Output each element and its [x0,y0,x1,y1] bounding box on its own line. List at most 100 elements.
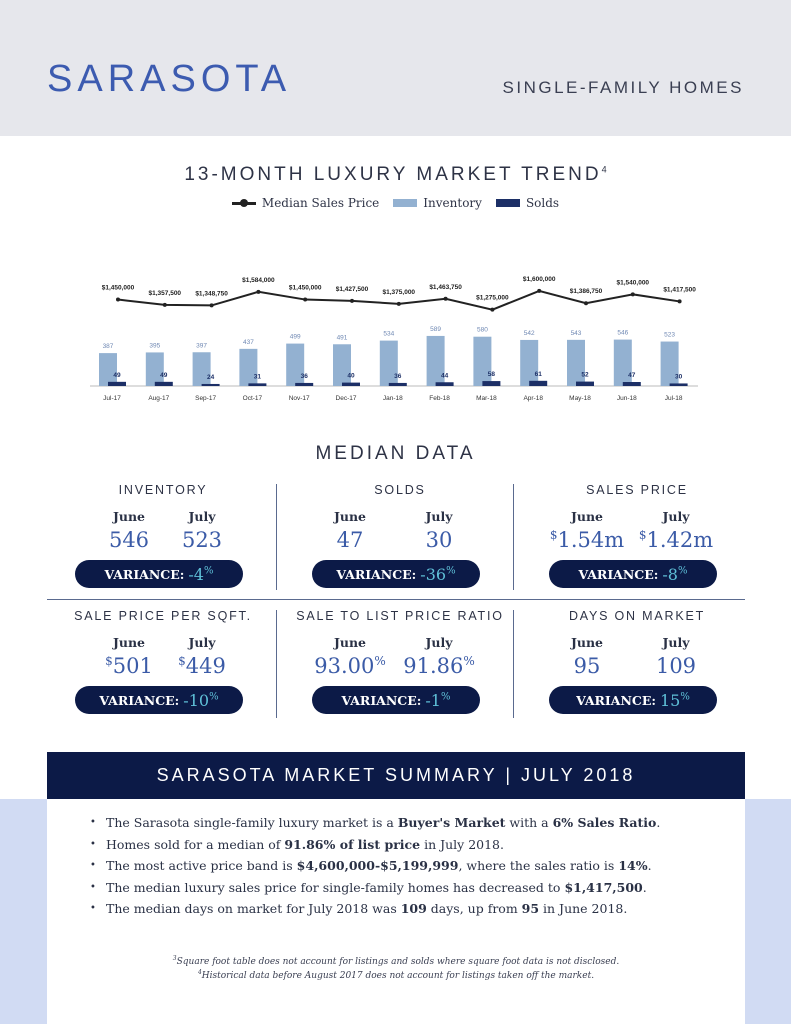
june-value: 546 [108,528,150,552]
legend-bar-swatch [495,199,520,207]
inventory-label: 589 [430,326,441,333]
median-price-label: $1,600,000 [523,276,556,283]
solds-bar [248,383,267,386]
x-tick-label: May-18 [569,395,591,402]
median-price-point [490,307,495,312]
solds-bar [154,381,173,386]
inventory-label: 491 [337,334,348,341]
property-type-title: SINGLE-FAMILY HOMES [502,78,744,97]
summary-title: SARASOTA MARKET SUMMARY | JULY 2018 [47,752,745,799]
solds-label: 31 [254,373,262,380]
median-price-label: $1,450,000 [102,285,135,292]
july-header: July [188,635,216,650]
median-price-label: $1,375,000 [383,289,416,296]
inventory-label: 546 [617,330,628,337]
variance-badge: VARIANCE: -4% [75,560,243,588]
june-header: June [112,635,146,650]
x-tick-label: Aug-17 [148,395,169,402]
solds-label: 47 [628,372,636,379]
median-price-label: $1,357,500 [149,290,182,297]
variance-badge: VARIANCE: 15% [549,686,717,714]
july-value: 30 [425,528,453,552]
median-price-label: $1,348,750 [195,290,228,297]
median-price-point [677,299,682,304]
summary-item: The Sarasota single-family luxury market… [90,814,730,831]
summary-item: The most active price band is $4,600,000… [90,857,730,874]
legend-label: Inventory [423,196,482,210]
july-header: July [425,635,453,650]
inventory-bar [520,339,539,386]
solds-label: 44 [441,372,449,379]
inventory-label: 542 [524,330,535,337]
solds-label: 30 [675,373,683,380]
divider [47,599,745,600]
summary-list: The Sarasota single-family luxury market… [90,814,730,922]
solds-label: 58 [488,371,496,378]
solds-bar [669,383,688,386]
x-tick-label: Jan-18 [383,395,403,402]
trend-title: 13-MONTH LUXURY MARKET TREND4 [0,164,791,186]
inventory-bar [192,352,211,386]
median-price-point [630,292,635,297]
median-price-label: $1,584,000 [242,277,275,284]
median-price-label: $1,417,500 [663,286,696,293]
july-value: $449 [178,654,226,678]
june-value: 47 [336,528,364,552]
median-price-label: $1,450,000 [289,285,322,292]
solds-bar [295,382,314,386]
metric-label: INVENTORY [118,483,208,497]
inventory-bar [613,339,632,386]
solds-bar [576,381,594,386]
median-price-point [443,296,448,301]
median-price-label: $1,427,500 [336,286,369,293]
solds-label: 49 [113,372,121,379]
x-tick-label: Jun-18 [617,395,637,402]
median-price-point [537,288,542,293]
legend-label: Solds [525,196,560,210]
inventory-label: 499 [290,334,301,341]
median-price-label: $1,540,000 [617,279,650,286]
variance-badge: VARIANCE: -36% [312,560,480,588]
inventory-label: 523 [664,332,675,339]
median-price-point [396,301,401,306]
solds-label: 36 [394,373,402,380]
inventory-label: 543 [571,330,582,337]
solds-bar [388,382,407,386]
metric-price-per-sqft: SALE PRICE PER SQFT. June July $501 $449… [47,604,279,728]
metric-label: SOLDS [374,483,426,497]
inventory-bar [379,340,398,386]
inventory-bar [239,348,258,386]
july-header: July [188,509,216,524]
median-price-point [303,297,308,302]
solds-label: 49 [160,372,168,379]
summary-item: The median days on market for July 2018 … [90,900,730,917]
metric-label: SALES PRICE [586,483,688,497]
inventory-label: 580 [477,327,488,334]
metric-sales-price: SALES PRICE June July $1.54m $1.42m VARI… [521,478,753,602]
inventory-bar [99,353,117,386]
july-header: July [662,635,690,650]
solds-label: 40 [347,373,355,380]
median-data-grid: INVENTORY June July 546 523 VARIANCE: -4%… [47,478,745,728]
june-header: June [333,635,367,650]
divider [276,610,277,718]
inventory-bar [426,335,445,386]
inventory-label: 397 [196,342,207,349]
july-header: July [662,509,690,524]
inventory-label: 534 [383,331,394,338]
x-tick-label: Apr-18 [523,395,543,402]
median-price-point [116,297,120,302]
inventory-bar [286,343,305,386]
solds-bar [529,380,548,386]
median-data-title: MEDIAN DATA [315,443,476,464]
june-value: 93.00% [314,654,386,678]
june-header: June [570,509,604,524]
median-price-label: $1,463,750 [429,284,462,291]
june-value: $501 [105,654,153,678]
median-price-point [209,303,214,308]
metric-sale-to-list-ratio: SALE TO LIST PRICE RATIO June July 93.00… [284,604,516,728]
solds-label: 52 [581,372,589,379]
median-price-point [256,289,261,294]
x-tick-label: Jul-17 [103,395,121,402]
inventory-bar [473,336,492,386]
